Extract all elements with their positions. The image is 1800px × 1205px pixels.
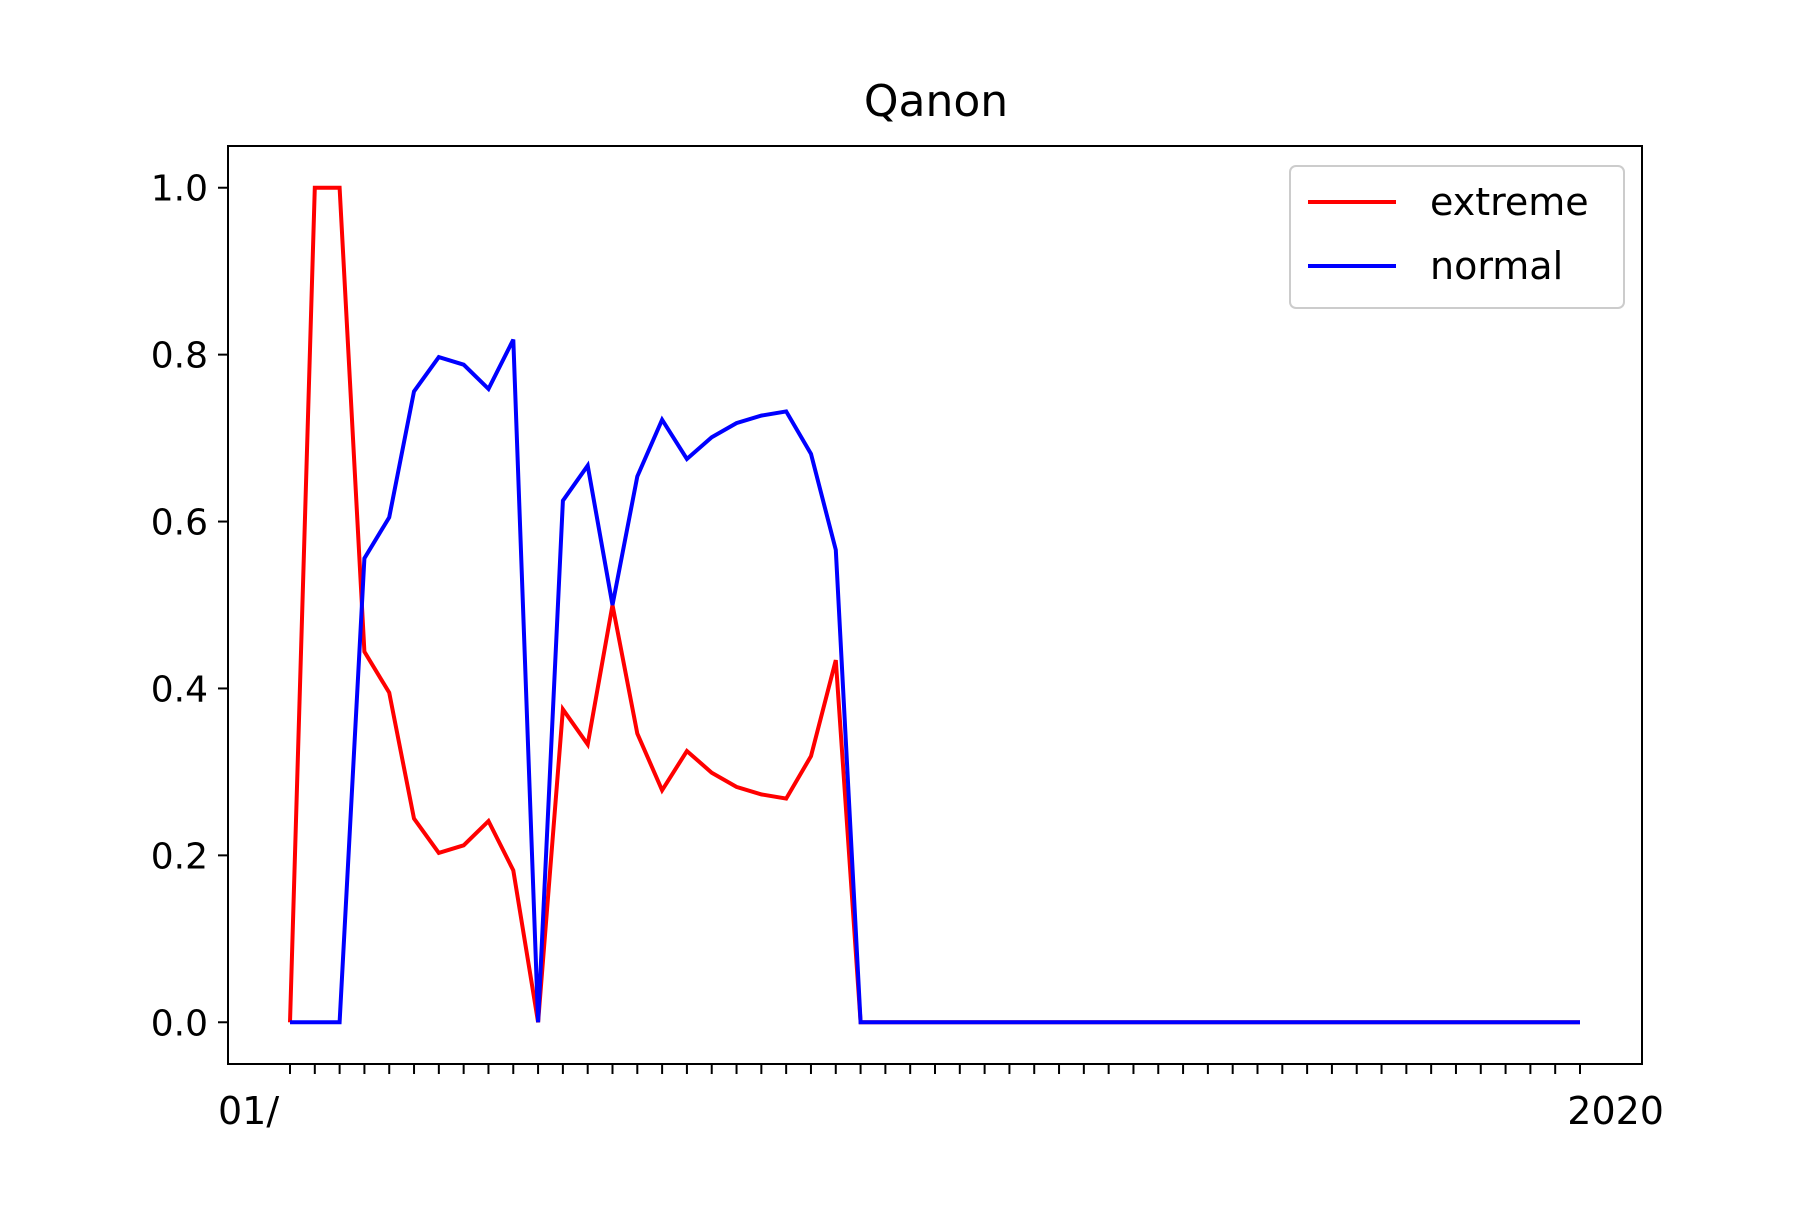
- y-tick-label: 0.8: [151, 336, 208, 377]
- series-lines: [288, 185, 1580, 1025]
- x-tick-label: 2020: [1567, 1089, 1664, 1133]
- legend-label-normal: normal: [1430, 244, 1563, 288]
- y-tick-label: 1.0: [151, 169, 208, 210]
- legend-label-extreme: extreme: [1430, 180, 1589, 224]
- y-axis: 0.0 0.2 0.4 0.6 0.8 1.0: [151, 169, 228, 1044]
- y-tick-label: 0.0: [151, 1003, 208, 1044]
- x-tick-label: 01/: [218, 1089, 279, 1133]
- y-tick-label: 0.6: [151, 503, 208, 544]
- legend: extreme normal: [1289, 165, 1625, 309]
- chart-title: Qanon: [864, 76, 1008, 127]
- x-axis: 01/2020: [218, 1064, 1664, 1133]
- y-tick-label: 0.2: [151, 836, 208, 877]
- y-tick-label: 0.4: [151, 669, 208, 710]
- series-line-normal: [290, 338, 1580, 1025]
- plot-area-frame: [227, 145, 1643, 1065]
